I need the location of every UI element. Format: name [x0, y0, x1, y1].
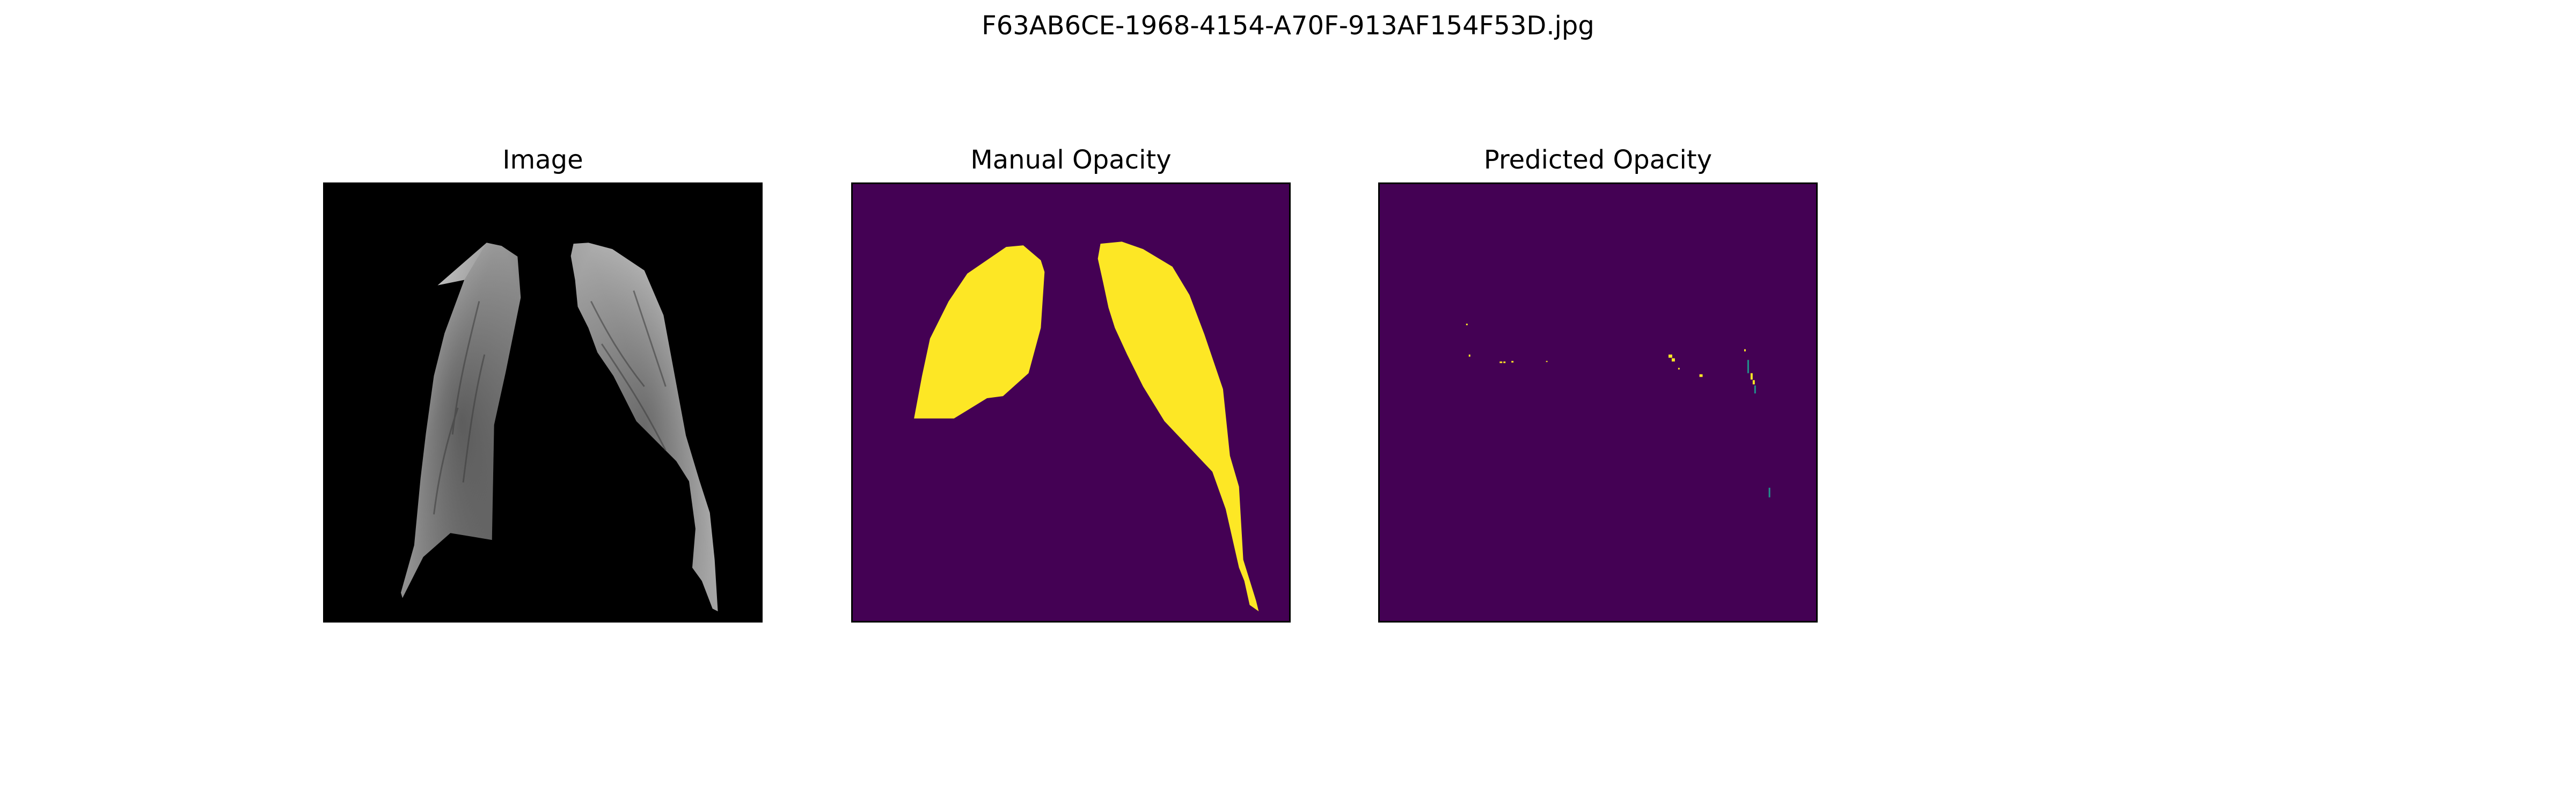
- predicted-opacity-specks: [1466, 324, 1755, 385]
- predicted-opacity-faint-streak: [1747, 360, 1770, 497]
- manual-mask-frame: [851, 182, 1291, 623]
- manual-right-opacity-region: [1097, 241, 1259, 612]
- predicted-mask-background: [1380, 184, 1816, 621]
- panel-image-title: Image: [502, 145, 583, 175]
- manual-opacity-mask: [853, 184, 1289, 621]
- panel-predicted-opacity: Predicted Opacity: [1378, 144, 1818, 623]
- predicted-opacity-mask: [1380, 184, 1816, 621]
- predicted-mask-frame: [1378, 182, 1818, 623]
- xray-image-frame: [323, 182, 763, 623]
- xray-image: [325, 184, 761, 621]
- panel-manual-opacity: Manual Opacity: [851, 144, 1291, 623]
- panel-manual-opacity-title: Manual Opacity: [970, 145, 1172, 175]
- panel-image: Image: [323, 144, 763, 623]
- manual-left-opacity-region: [914, 245, 1045, 419]
- figure-title: F63AB6CE-1968-4154-A70F-913AF154F53D.jpg: [982, 11, 1594, 41]
- xray-background: [325, 184, 761, 621]
- panel-predicted-opacity-title: Predicted Opacity: [1483, 145, 1713, 175]
